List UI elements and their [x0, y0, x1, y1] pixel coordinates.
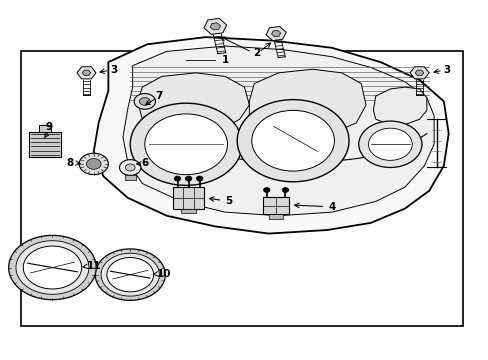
- Polygon shape: [77, 67, 96, 79]
- Polygon shape: [139, 98, 150, 105]
- Polygon shape: [16, 241, 89, 294]
- Text: 1: 1: [221, 55, 228, 65]
- Polygon shape: [9, 235, 96, 300]
- Bar: [180, 208, 196, 213]
- Circle shape: [174, 176, 180, 181]
- Polygon shape: [249, 69, 366, 137]
- Text: 5: 5: [209, 197, 232, 206]
- Bar: [269, 215, 282, 219]
- Polygon shape: [134, 94, 155, 109]
- Polygon shape: [82, 70, 91, 76]
- Text: 2: 2: [252, 48, 260, 58]
- Polygon shape: [265, 27, 285, 41]
- Circle shape: [358, 121, 421, 167]
- Polygon shape: [95, 249, 165, 300]
- Polygon shape: [372, 87, 426, 125]
- Polygon shape: [125, 164, 135, 171]
- Polygon shape: [119, 159, 141, 175]
- Bar: [172, 187, 204, 208]
- Text: 3: 3: [111, 65, 118, 75]
- Polygon shape: [210, 23, 220, 30]
- Polygon shape: [203, 18, 226, 35]
- Polygon shape: [107, 257, 153, 292]
- Polygon shape: [414, 70, 423, 76]
- Text: 3: 3: [442, 65, 449, 75]
- Polygon shape: [94, 37, 448, 234]
- Bar: [29, 132, 61, 157]
- Polygon shape: [271, 30, 280, 37]
- Circle shape: [264, 188, 269, 192]
- Circle shape: [185, 176, 191, 181]
- Text: 10: 10: [157, 269, 171, 279]
- Circle shape: [130, 103, 242, 185]
- Bar: [39, 125, 51, 132]
- Bar: [21, 51, 462, 327]
- Polygon shape: [137, 73, 249, 134]
- Circle shape: [251, 111, 334, 171]
- Bar: [262, 197, 289, 215]
- Bar: [124, 175, 135, 180]
- Polygon shape: [409, 67, 428, 79]
- Text: 8: 8: [66, 158, 73, 168]
- Polygon shape: [79, 153, 108, 175]
- Polygon shape: [122, 46, 433, 216]
- Polygon shape: [86, 158, 101, 169]
- Text: 11: 11: [86, 261, 101, 271]
- Circle shape: [196, 176, 202, 181]
- Polygon shape: [23, 246, 81, 289]
- Circle shape: [368, 128, 411, 160]
- Text: 9: 9: [45, 122, 53, 132]
- Polygon shape: [101, 253, 159, 296]
- Text: 7: 7: [155, 91, 163, 101]
- Text: 6: 6: [141, 158, 148, 168]
- Circle shape: [282, 188, 288, 192]
- Circle shape: [144, 114, 227, 175]
- Text: 4: 4: [294, 202, 335, 212]
- Circle shape: [237, 100, 348, 182]
